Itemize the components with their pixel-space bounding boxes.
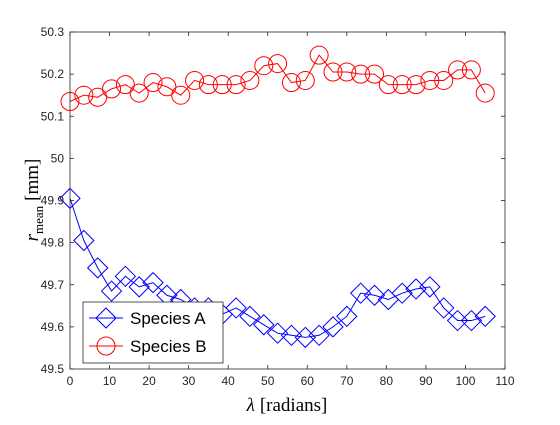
data-point-species-b [268, 54, 288, 74]
y-axis-label: rmean [mm] [22, 159, 46, 242]
series-line-species-b [69, 54, 486, 102]
x-tick-label: 50 [261, 374, 275, 388]
data-point-species-a [336, 305, 358, 328]
x-axis: 0 10 20 30 40 50 60 70 80 90 100 110 [67, 32, 515, 388]
data-point-species-b [295, 70, 315, 90]
data-point-species-a [253, 314, 275, 336]
data-point-species-a [460, 309, 483, 332]
x-tick-label: 40 [222, 374, 236, 388]
x-axis-label: λ [radians] [246, 395, 328, 416]
x-axis-label-text: [radians] [260, 395, 328, 416]
data-point-species-b [365, 64, 384, 84]
data-point-species-b [448, 60, 468, 80]
legend-marker-species-a [95, 307, 117, 329]
data-point-species-a [86, 257, 109, 279]
data-point-species-b [129, 83, 149, 103]
x-tick-label: 20 [142, 374, 156, 388]
y-axis-label-text: [mm] [22, 159, 43, 201]
series-line-species-a [69, 198, 486, 338]
data-point-species-b [240, 70, 260, 90]
data-point-species-b [102, 79, 122, 99]
data-point-species-b [434, 70, 454, 90]
y-axis-label-subscript: mean [31, 205, 46, 234]
data-point-species-b [115, 75, 135, 95]
data-point-species-b [309, 45, 329, 65]
data-point-species-b [281, 73, 301, 93]
x-tick-label: 80 [380, 374, 394, 388]
data-point-species-a [405, 278, 427, 300]
data-point-species-a [128, 276, 150, 298]
y-tick-label: 50.1 [41, 109, 65, 123]
data-point-species-a [419, 276, 441, 298]
legend-label-species-b: Species B [130, 337, 207, 356]
data-point-species-b [323, 62, 343, 82]
data-point-species-b [226, 75, 246, 95]
data-point-species-a [322, 316, 344, 338]
y-tick-label: 49.8 [41, 236, 65, 250]
y-tick-label: 49.5 [41, 362, 65, 376]
data-point-species-a [100, 280, 123, 302]
data-point-species-b [171, 85, 191, 105]
y-tick-label: 50.3 [41, 25, 65, 39]
data-point-species-b [378, 75, 398, 95]
y-tick-label: 49.6 [41, 320, 65, 334]
data-point-species-a [474, 305, 496, 328]
data-point-species-b [212, 75, 232, 95]
series-species-b [60, 45, 495, 112]
data-point-species-a [363, 284, 386, 306]
data-point-species-b [157, 77, 177, 97]
data-point-species-b [254, 56, 274, 76]
y-tick-label: 49.9 [41, 194, 65, 208]
data-point-species-b [392, 75, 412, 95]
data-point-species-a [114, 265, 137, 288]
data-point-species-b [198, 75, 218, 95]
x-tick-label: 100 [455, 374, 475, 388]
data-point-species-b [406, 75, 426, 95]
data-point-species-a [294, 326, 317, 349]
data-point-species-a [225, 297, 247, 319]
data-point-species-a [280, 324, 303, 347]
legend-box [82, 301, 224, 364]
data-point-species-a [391, 282, 413, 304]
data-point-species-a [432, 297, 455, 319]
legend: Species A Species B [82, 301, 224, 364]
data-point-species-b [185, 70, 205, 90]
data-point-species-b [337, 62, 357, 82]
x-tick-label: 70 [340, 374, 354, 388]
y-axis-label-symbol: r [22, 233, 43, 241]
legend-marker-species-b [96, 336, 116, 356]
legend-label-species-a: Species A [130, 309, 206, 328]
x-tick-label: 90 [419, 374, 433, 388]
data-point-species-a [239, 305, 261, 328]
x-tick-label: 10 [103, 374, 117, 388]
y-axis: 49.5 49.6 49.7 49.8 49.9 50 50.1 50.2 50.3 [41, 25, 505, 376]
x-tick-label: 110 [495, 374, 514, 388]
data-point-species-b [461, 60, 481, 80]
x-tick-label: 60 [301, 374, 315, 388]
data-point-species-b [143, 73, 163, 93]
data-point-species-a [349, 282, 372, 304]
data-point-species-b [351, 64, 371, 84]
y-tick-label: 49.7 [41, 278, 65, 292]
data-point-species-a [308, 324, 330, 347]
x-tick-label: 30 [182, 374, 196, 388]
data-point-species-b [420, 70, 440, 90]
data-point-species-b [88, 87, 108, 107]
data-point-species-a [142, 271, 164, 294]
data-point-species-a [73, 229, 95, 252]
x-axis-label-symbol: λ [246, 395, 255, 416]
x-tick-label: 0 [67, 374, 74, 388]
data-point-species-b [74, 85, 94, 105]
data-point-species-a [266, 322, 289, 344]
y-tick-label: 50.2 [41, 67, 65, 81]
y-tick-label: 50 [51, 151, 65, 165]
data-point-species-b [475, 83, 495, 103]
